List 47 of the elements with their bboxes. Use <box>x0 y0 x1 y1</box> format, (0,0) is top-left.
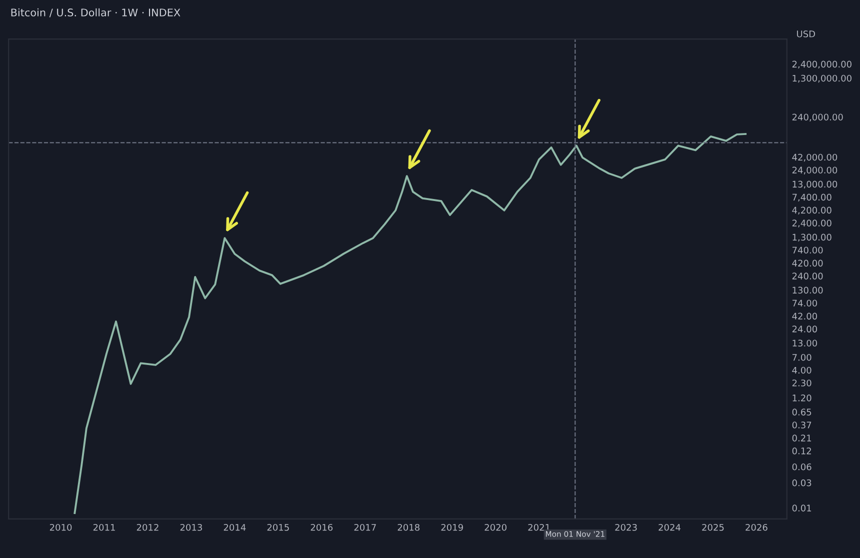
y-tick-label: 0.21 <box>792 434 812 442</box>
line-series <box>74 132 747 514</box>
y-tick-label: 0.03 <box>792 479 812 486</box>
y-tick-label: 4,200.00 <box>792 206 832 215</box>
x-tick-label: 2012 <box>136 524 158 531</box>
y-tick-label: 1.20 <box>792 394 812 402</box>
y-tick-label: 420.00 <box>792 260 823 267</box>
x-tick-label: 2026 <box>746 524 768 531</box>
y-tick-label: 0.06 <box>792 463 812 470</box>
y-tick-label: 13.00 <box>792 340 818 347</box>
x-tick-label: 2015 <box>267 524 289 531</box>
y-tick-label: 0.37 <box>792 422 812 428</box>
x-tick-label: 2023 <box>615 524 637 531</box>
y-tick-label: 4.00 <box>792 366 812 374</box>
y-tick-label: 740.00 <box>792 246 823 254</box>
y-axis-title: USD <box>797 30 815 38</box>
y-tick-label: 1,300.00 <box>792 234 832 242</box>
y-tick-label: 0.01 <box>792 504 812 512</box>
y-tick-label: 24.00 <box>792 326 818 332</box>
x-tick-label: 2017 <box>354 524 376 531</box>
x-tick-label: 2025 <box>702 524 724 531</box>
y-tick-label: 74.00 <box>792 300 818 307</box>
y-tick-label: 1,300,000.00 <box>792 74 852 83</box>
y-tick-label: 2.30 <box>792 380 812 386</box>
y-tick-label: 0.65 <box>792 408 812 416</box>
y-tick-label: 2,400,000.00 <box>792 60 852 68</box>
x-tick-label: 2016 <box>310 524 333 531</box>
y-tick-label: 2,400.00 <box>792 220 832 228</box>
y-tick-label: 24,000.00 <box>792 166 838 174</box>
y-tick-label: 130.00 <box>792 286 823 294</box>
x-tick-label: 2011 <box>93 524 115 531</box>
y-tick-label: 7.00 <box>792 354 812 361</box>
y-tick-label: 240,000.00 <box>792 114 843 122</box>
x-tick-label: 2019 <box>441 524 463 531</box>
x-tick-label: 2014 <box>224 524 246 531</box>
x-tick-label: 2018 <box>398 524 420 531</box>
y-tick-label: 240.00 <box>792 272 823 280</box>
y-tick-label: 42.00 <box>792 312 818 320</box>
x-tick-label: 2013 <box>180 524 202 531</box>
y-tick-label: 13,000.00 <box>792 180 838 189</box>
x-tick-label: 2024 <box>658 524 680 531</box>
x-tick-label: 2020 <box>484 524 506 531</box>
y-tick-label: 42,000.00 <box>792 154 838 162</box>
chart-title: Bitcoin / U.S. Dollar · 1W · INDEX <box>11 8 180 18</box>
y-tick-label: 0.12 <box>792 448 811 454</box>
x-tick-label: 2010 <box>50 524 72 531</box>
y-tick-label: 7,400.00 <box>792 194 832 202</box>
